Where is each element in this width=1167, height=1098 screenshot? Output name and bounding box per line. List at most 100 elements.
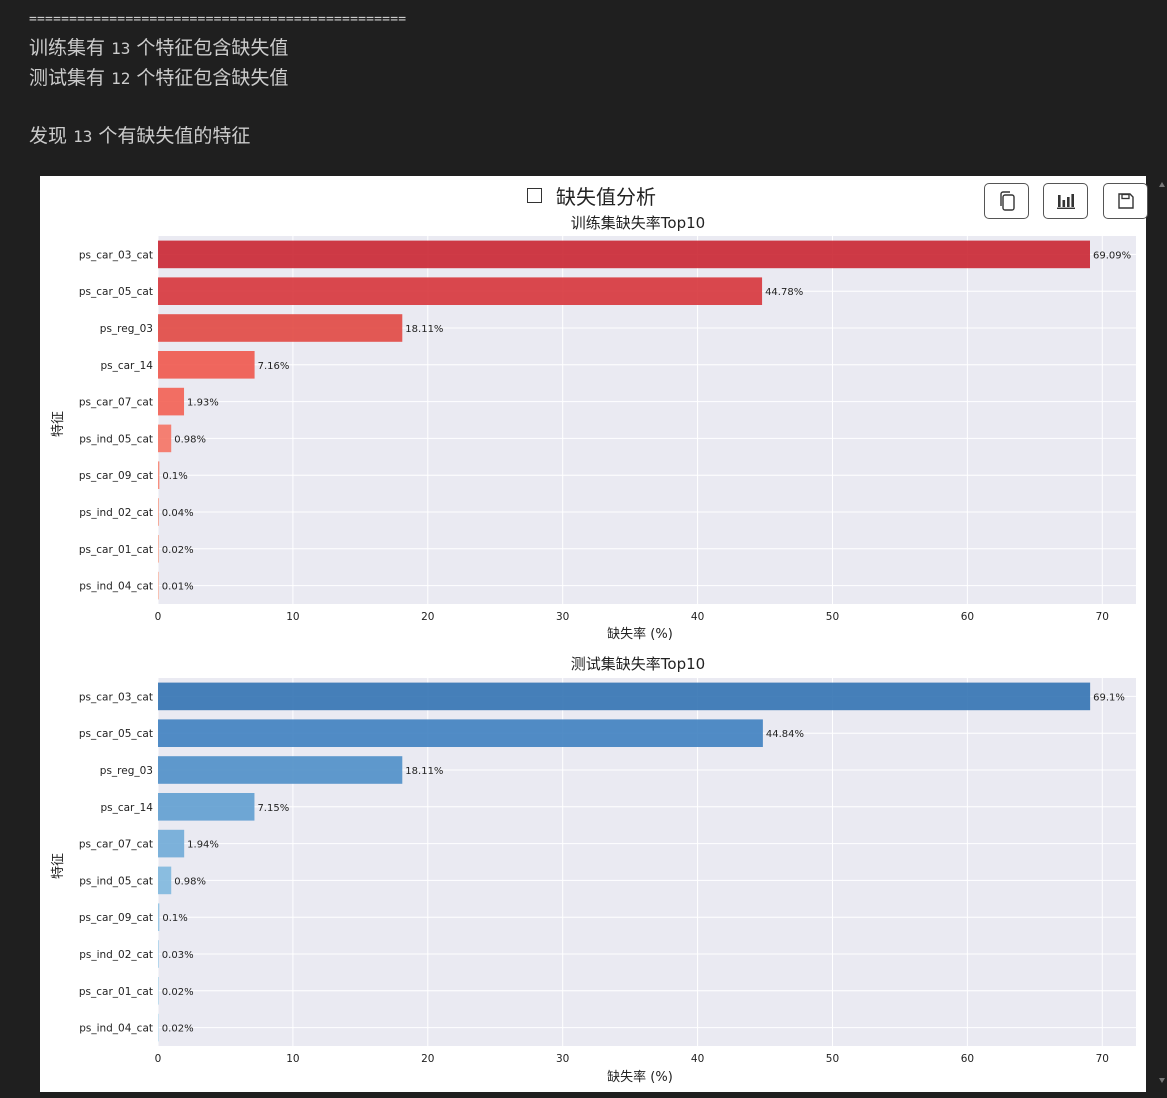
data-label: 44.84% — [766, 729, 804, 740]
category-label: ps_car_05_cat — [79, 728, 153, 740]
x-tick-label: 60 — [961, 611, 974, 623]
category-label: ps_car_01_cat — [79, 544, 153, 556]
data-label: 0.04% — [162, 508, 194, 519]
y-axis-label: 特征 — [51, 411, 66, 437]
x-axis-label: 缺失率 (%) — [607, 626, 673, 642]
category-label: ps_reg_03 — [100, 323, 153, 335]
y-axis-label: 特征 — [51, 853, 66, 879]
x-tick-label: 0 — [155, 611, 162, 623]
bar-chart-icon — [1056, 194, 1075, 209]
copy-button[interactable] — [984, 183, 1029, 219]
data-label: 69.1% — [1093, 692, 1125, 703]
bar — [158, 535, 159, 563]
data-label: 1.94% — [187, 840, 219, 851]
found-suffix: 个有缺失值的特征 — [98, 125, 251, 147]
x-tick-label: 20 — [421, 611, 434, 623]
test-count: 12 — [111, 69, 131, 88]
category-label: ps_ind_04_cat — [79, 581, 153, 593]
category-label: ps_car_14 — [100, 802, 153, 814]
figure-title: 缺失值分析 — [527, 181, 656, 210]
chart-button[interactable] — [1043, 183, 1088, 219]
category-label: ps_reg_03 — [100, 765, 153, 777]
bar — [158, 424, 172, 453]
separator-rule: ========================================… — [29, 12, 407, 27]
x-tick-label: 70 — [1096, 611, 1109, 623]
category-label: ps_car_14 — [100, 360, 153, 372]
data-label: 0.98% — [174, 434, 206, 445]
bar — [158, 571, 159, 600]
train-prefix: 训练集有 — [29, 37, 106, 59]
bar — [158, 903, 160, 931]
category-label: ps_ind_04_cat — [79, 1023, 153, 1035]
chart-title: 训练集缺失率Top10 — [571, 214, 705, 232]
data-label: 0.02% — [162, 1024, 194, 1035]
bar — [158, 719, 763, 747]
category-label: ps_car_09_cat — [79, 470, 153, 482]
data-label: 69.09% — [1093, 250, 1131, 261]
category-label: ps_car_09_cat — [79, 912, 153, 924]
data-label: 18.11% — [405, 324, 443, 335]
bar — [158, 793, 255, 821]
category-label: ps_car_03_cat — [79, 249, 153, 261]
bar — [158, 682, 1091, 711]
bar — [158, 829, 185, 858]
category-label: ps_car_05_cat — [79, 286, 153, 298]
category-label: ps_ind_05_cat — [79, 875, 153, 887]
x-tick-label: 20 — [421, 1053, 434, 1065]
category-label: ps_car_07_cat — [79, 839, 153, 851]
bar — [158, 461, 160, 489]
x-tick-label: 40 — [691, 1053, 704, 1065]
category-label: ps_ind_02_cat — [79, 949, 153, 961]
category-label: ps_ind_05_cat — [79, 433, 153, 445]
test-suffix: 个特征包含缺失值 — [136, 67, 289, 89]
charts-canvas: 69.09% ps_car_03_cat 44.78% ps_car_05_cat 18… — [51, 214, 1136, 1085]
bar — [158, 387, 185, 416]
copy-icon — [999, 191, 1015, 211]
bar — [158, 866, 172, 895]
x-tick-label: 50 — [826, 1053, 839, 1065]
bar — [158, 756, 403, 784]
data-label: 18.11% — [405, 766, 443, 777]
x-tick-label: 0 — [155, 1053, 162, 1065]
test-prefix: 测试集有 — [29, 67, 106, 89]
category-label: ps_car_01_cat — [79, 986, 153, 998]
train-count: 13 — [111, 39, 131, 58]
data-label: 0.01% — [162, 582, 194, 593]
x-tick-label: 70 — [1096, 1053, 1109, 1065]
found-count: 13 — [73, 127, 93, 146]
data-label: 7.16% — [258, 361, 290, 372]
x-tick-label: 10 — [286, 611, 299, 623]
data-label: 0.02% — [162, 987, 194, 998]
scroll-down-arrow[interactable] — [1159, 1078, 1165, 1083]
figure-output: 缺失值分析 69.09% ps_car_03_cat 44.78% ps_car_05… — [40, 176, 1148, 1092]
chart-test: 69.1% ps_car_03_cat 44.84% ps_car_05_cat 18.… — [51, 655, 1136, 1085]
found-prefix: 发现 — [29, 125, 68, 147]
train-missing-line: 训练集有 13 个特征包含缺失值 — [29, 36, 288, 61]
save-button[interactable] — [1103, 183, 1148, 219]
chart-title: 测试集缺失率Top10 — [571, 655, 705, 673]
scroll-up-arrow[interactable] — [1159, 182, 1165, 187]
data-label: 0.1% — [162, 471, 187, 482]
category-label: ps_car_07_cat — [79, 397, 153, 409]
bar — [158, 1013, 159, 1042]
data-label: 7.15% — [257, 803, 289, 814]
bar — [158, 940, 159, 968]
x-tick-label: 50 — [826, 611, 839, 623]
bar — [158, 498, 159, 526]
x-tick-label: 30 — [556, 611, 569, 623]
bar — [158, 977, 159, 1005]
bar — [158, 351, 255, 379]
checkbox-icon — [527, 188, 542, 203]
x-tick-label: 30 — [556, 1053, 569, 1065]
x-tick-label: 60 — [961, 1053, 974, 1065]
bar — [158, 240, 1091, 269]
x-tick-label: 10 — [286, 1053, 299, 1065]
category-label: ps_car_03_cat — [79, 691, 153, 703]
save-icon — [1117, 193, 1134, 209]
bar — [158, 314, 403, 342]
data-label: 0.02% — [162, 545, 194, 556]
data-label: 0.1% — [162, 913, 187, 924]
chart-train: 69.09% ps_car_03_cat 44.78% ps_car_05_cat 18… — [51, 214, 1136, 642]
train-suffix: 个特征包含缺失值 — [136, 37, 289, 59]
x-axis-label: 缺失率 (%) — [607, 1069, 673, 1085]
